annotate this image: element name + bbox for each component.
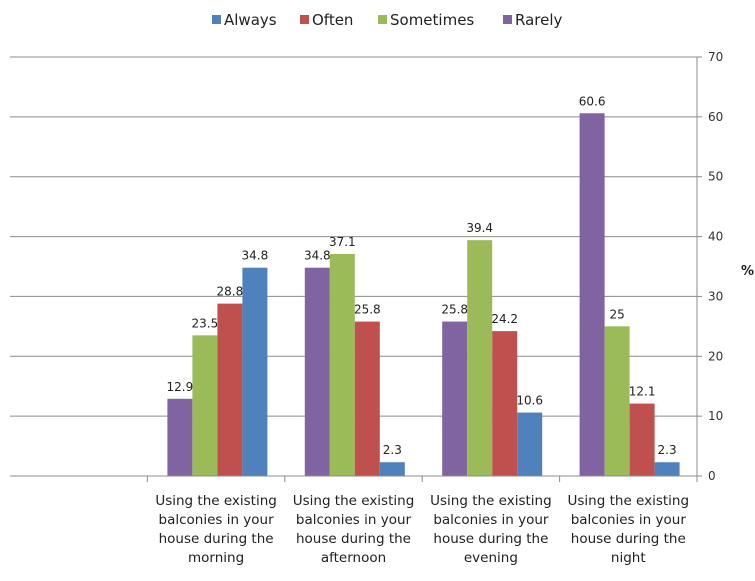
legend-label-often: Often bbox=[312, 11, 353, 29]
legend-label-rarely: Rarely bbox=[515, 11, 563, 29]
category-label-2-line-2: house during the bbox=[296, 531, 411, 547]
axes bbox=[10, 56, 702, 482]
legend-label-sometimes: Sometimes bbox=[390, 11, 474, 29]
y-tick-label-40: 40 bbox=[708, 230, 723, 244]
bar-sometimes-group-1 bbox=[192, 335, 218, 476]
data-label-always-group-1: 34.8 bbox=[242, 249, 269, 263]
data-label-always-group-2: 2.3 bbox=[383, 443, 402, 457]
category-label-4-line-3: night bbox=[611, 550, 646, 566]
data-label-sometimes-group-2: 37.1 bbox=[329, 235, 356, 249]
bar-rarely-group-4 bbox=[579, 113, 605, 476]
bar-always-group-3 bbox=[517, 412, 543, 476]
y-tick-label-0: 0 bbox=[708, 469, 716, 483]
category-label-1-line-0: Using the existing bbox=[155, 493, 277, 509]
bar-often-group-3 bbox=[492, 331, 518, 476]
data-label-rarely-group-4: 60.6 bbox=[579, 94, 606, 108]
category-label-3-line-2: house during the bbox=[433, 531, 548, 547]
y-tick-label-20: 20 bbox=[708, 349, 723, 363]
bar-sometimes-group-2 bbox=[329, 253, 355, 476]
category-label-1-line-2: house during the bbox=[159, 531, 274, 547]
y-axis-unit-label: % bbox=[741, 264, 754, 279]
bar-rarely-group-3 bbox=[442, 321, 468, 476]
bar-rarely-group-1 bbox=[167, 398, 193, 476]
category-label-3-line-0: Using the existing bbox=[430, 493, 552, 509]
category-label-4-line-1: balconies in your bbox=[571, 512, 687, 528]
data-labels: 12.923.528.834.8 34.837.125.82.325.839.42… bbox=[167, 94, 677, 457]
data-label-rarely-group-1: 12.9 bbox=[167, 380, 194, 394]
data-label-sometimes-group-4: 25 bbox=[609, 307, 624, 321]
x-axis-category-labels: Using the existing balconies in your house… bbox=[155, 493, 689, 566]
bar-sometimes-group-3 bbox=[467, 240, 493, 476]
y-tick-label-30: 30 bbox=[708, 289, 723, 303]
legend-swatch-sometimes bbox=[378, 15, 387, 24]
legend: Always Often Sometimes Rarely bbox=[212, 11, 563, 29]
bar-always-group-1 bbox=[242, 267, 268, 476]
bar-often-group-2 bbox=[354, 321, 380, 476]
data-label-always-group-4: 2.3 bbox=[658, 443, 677, 457]
category-label-2-line-0: Using the existing bbox=[293, 493, 415, 509]
y-tick-label-70: 70 bbox=[708, 50, 723, 64]
category-label-4-line-2: house during the bbox=[571, 531, 686, 547]
category-label-1-line-3: morning bbox=[188, 550, 244, 566]
category-label-3-line-1: balconies in your bbox=[433, 512, 549, 528]
data-label-often-group-4: 12.1 bbox=[629, 385, 656, 399]
legend-label-always: Always bbox=[224, 11, 277, 29]
legend-swatch-always bbox=[212, 15, 221, 24]
legend-swatch-rarely bbox=[503, 15, 512, 24]
category-label-2-line-3: afternoon bbox=[321, 550, 386, 566]
legend-swatch-often bbox=[300, 15, 309, 24]
data-label-often-group-3: 24.2 bbox=[491, 312, 518, 326]
y-tick-label-50: 50 bbox=[708, 170, 723, 184]
bar-sometimes-group-4 bbox=[604, 326, 630, 476]
data-label-rarely-group-2: 34.8 bbox=[304, 249, 331, 263]
category-label-3-line-3: evening bbox=[464, 550, 518, 566]
y-tick-label-60: 60 bbox=[708, 110, 723, 124]
category-label-2-line-1: balconies in your bbox=[296, 512, 412, 528]
category-label-4-line-0: Using the existing bbox=[568, 493, 690, 509]
data-label-often-group-2: 25.8 bbox=[354, 303, 381, 317]
data-label-always-group-3: 10.6 bbox=[516, 394, 543, 408]
y-axis-ticks: 0 10 20 30 40 50 60 70 bbox=[708, 50, 723, 483]
data-label-often-group-1: 28.8 bbox=[217, 285, 244, 299]
bar-rarely-group-2 bbox=[304, 267, 330, 476]
bar-always-group-4 bbox=[654, 462, 680, 476]
bar-often-group-1 bbox=[217, 303, 243, 476]
y-tick-label-10: 10 bbox=[708, 409, 723, 423]
category-label-1-line-1: balconies in your bbox=[159, 512, 275, 528]
bar-often-group-4 bbox=[629, 403, 655, 476]
data-label-rarely-group-3: 25.8 bbox=[441, 303, 468, 317]
data-label-sometimes-group-1: 23.5 bbox=[192, 316, 219, 330]
bar-always-group-2 bbox=[379, 462, 405, 476]
data-label-sometimes-group-3: 39.4 bbox=[466, 221, 493, 235]
bars bbox=[167, 113, 680, 476]
